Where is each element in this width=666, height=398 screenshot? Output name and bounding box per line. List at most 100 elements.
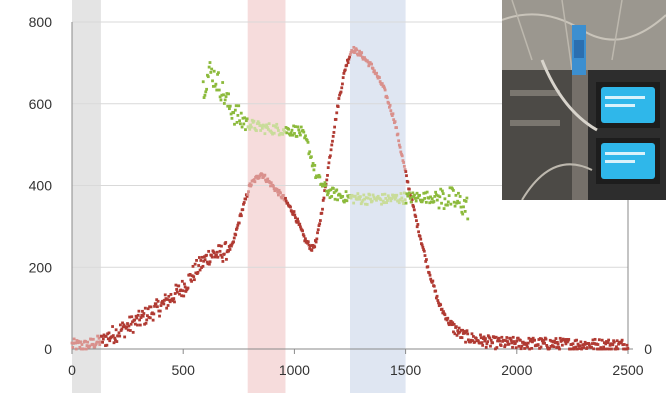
red-series-point [227, 249, 230, 253]
red-series-point [528, 347, 532, 351]
red-series-point [335, 111, 339, 115]
red-series-point [385, 94, 388, 98]
red-series-point [396, 132, 400, 136]
red-series-point [218, 249, 222, 253]
red-series-point [284, 199, 288, 203]
red-series-point [574, 345, 578, 349]
red-series-point [177, 284, 181, 288]
green-series-point [338, 193, 342, 197]
green-series-point [316, 175, 320, 179]
green-series-point [379, 198, 383, 202]
red-series-point [208, 260, 212, 264]
red-series-point [401, 159, 405, 163]
green-series-point [405, 192, 409, 196]
red-series-point [453, 332, 457, 336]
green-series-point [322, 184, 326, 188]
red-series-point [245, 194, 249, 198]
red-series-point [411, 203, 415, 207]
green-series-point [433, 195, 437, 198]
red-series-point [495, 346, 499, 349]
green-series-point [244, 128, 247, 132]
red-series-point [152, 312, 156, 316]
red-series-point [94, 342, 98, 346]
green-series-point [284, 126, 288, 129]
green-series-point [205, 87, 208, 91]
red-series-point [457, 326, 461, 330]
red-series-point [578, 347, 581, 350]
red-series-point [179, 288, 183, 292]
green-series-point [423, 197, 427, 200]
red-series-point [511, 335, 515, 339]
green-series-point [222, 102, 226, 105]
green-series-point [221, 81, 225, 84]
red-series-point [126, 328, 130, 332]
red-series-point [121, 325, 125, 329]
red-series-point [75, 339, 79, 342]
red-series-point [392, 118, 396, 122]
green-series-point [240, 125, 244, 129]
red-series-point [494, 335, 498, 339]
red-series-point [456, 329, 460, 333]
red-series-point [93, 345, 97, 349]
red-series-point [622, 347, 625, 351]
red-series-point [612, 339, 615, 343]
green-series-point [420, 200, 424, 204]
red-series-point [480, 341, 484, 345]
green-series-point [416, 196, 420, 200]
red-series-point [349, 51, 353, 54]
red-series-point [614, 347, 618, 351]
red-series-point [168, 300, 172, 304]
green-series-point [462, 199, 466, 202]
red-series-point [541, 339, 544, 343]
red-series-point [612, 340, 616, 344]
red-series-point [421, 245, 425, 249]
green-series-point [383, 192, 387, 196]
red-series-point [304, 237, 307, 241]
green-series-point [260, 126, 264, 130]
red-series-point [370, 62, 374, 66]
red-series-point [263, 173, 267, 177]
red-series-point [120, 327, 124, 331]
red-series-point [151, 311, 154, 315]
x-tick-label: 2500 [612, 362, 643, 378]
red-series-point [484, 337, 487, 340]
red-series-point [279, 191, 282, 195]
red-series-point [158, 314, 161, 318]
red-series-point [165, 306, 169, 310]
green-series-point [306, 140, 310, 144]
red-series-point [318, 222, 322, 226]
red-series-point [509, 338, 513, 342]
red-series-point [439, 303, 443, 307]
red-series-point [192, 275, 196, 279]
green-series-point [303, 136, 307, 140]
green-series-point [392, 193, 396, 197]
red-series-point [601, 347, 605, 351]
red-series-point [326, 174, 329, 177]
red-series-point [412, 205, 416, 209]
red-series-point [570, 342, 573, 346]
red-series-point [299, 225, 302, 229]
red-series-point [178, 292, 181, 296]
red-series-point [105, 343, 109, 347]
red-series-point [172, 297, 176, 300]
green-series-point [369, 197, 372, 201]
red-series-point [616, 347, 620, 351]
green-series-point [214, 82, 218, 86]
red-series-point [357, 53, 361, 57]
red-series-point [103, 334, 107, 338]
green-series-point [330, 195, 334, 198]
red-series-point [615, 339, 619, 343]
red-series-point [219, 253, 223, 257]
red-series-point [514, 346, 518, 350]
green-series-point [413, 196, 417, 200]
red-series-point [290, 210, 294, 214]
red-series-point [351, 50, 355, 54]
red-series-point [213, 255, 217, 259]
red-series-point [147, 315, 151, 319]
red-series-point [545, 344, 549, 347]
green-series-point [398, 198, 402, 202]
red-series-point [164, 297, 168, 301]
green-series-point [363, 197, 367, 201]
red-series-point [265, 179, 269, 183]
red-series-point [100, 335, 104, 338]
